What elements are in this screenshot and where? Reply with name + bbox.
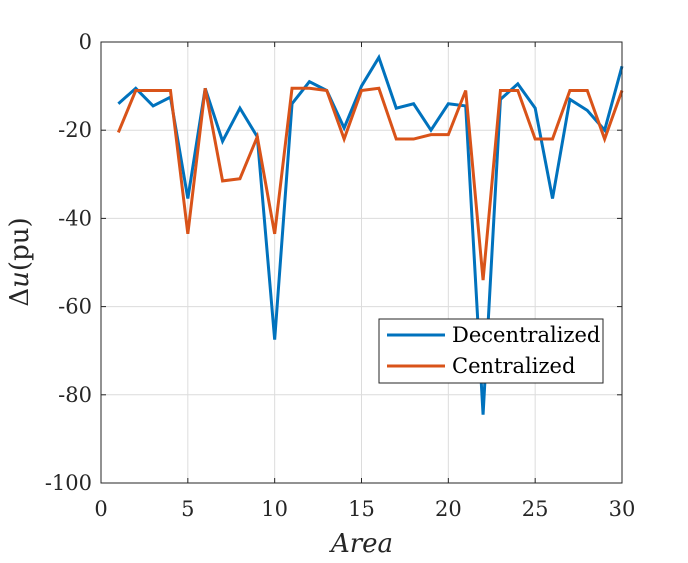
legend: Decentralized Centralized — [378, 318, 604, 384]
y-tick-label: -100 — [45, 471, 92, 495]
x-tick-label: 10 — [261, 497, 288, 521]
y-tick-label: -20 — [58, 118, 92, 142]
y-axis-label-variable: u — [5, 271, 35, 288]
legend-box — [378, 318, 604, 384]
x-tick-label: 15 — [348, 497, 375, 521]
series-line-centralized — [116, 86, 624, 281]
x-tick-label: 30 — [609, 497, 636, 521]
x-tick-label: 5 — [181, 497, 194, 521]
y-tick-label: -60 — [58, 295, 92, 319]
axis-ticks — [100, 41, 623, 484]
x-tick-label: 25 — [522, 497, 549, 521]
series-layer — [116, 53, 624, 415]
y-axis-label-unit: (pu) — [5, 217, 35, 271]
x-tick-label: 20 — [435, 497, 462, 521]
x-tick-labels: 0 5 10 15 20 25 30 — [94, 497, 635, 521]
y-tick-label: -40 — [58, 206, 92, 230]
legend-label-centralized: Centralized — [452, 354, 575, 378]
y-tick-label: -80 — [58, 383, 92, 407]
y-axis-label-delta: Δ — [5, 288, 35, 307]
y-tick-label: 0 — [79, 30, 92, 54]
legend-label-decentralized: Decentralized — [452, 323, 600, 347]
x-tick-label: 0 — [94, 497, 107, 521]
y-axis-label: Δu(pu) — [5, 217, 35, 306]
y-tick-labels: 0 -20 -40 -60 -80 -100 — [45, 30, 92, 495]
x-axis-label: Area — [329, 529, 393, 559]
